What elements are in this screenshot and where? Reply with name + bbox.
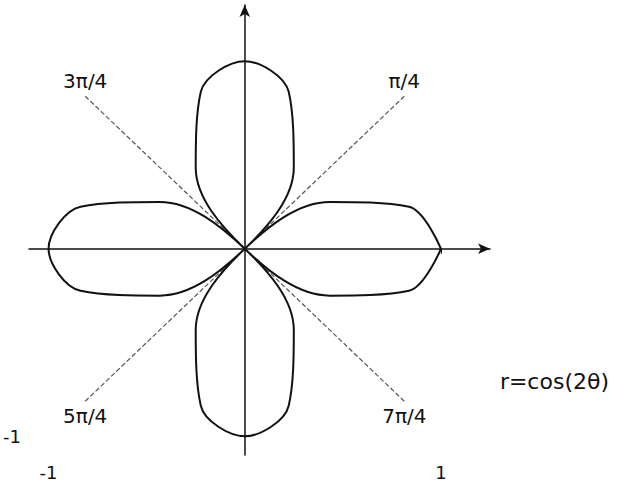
svg-text:π/4: π/4 bbox=[389, 69, 421, 93]
svg-text:3π/4: 3π/4 bbox=[63, 69, 107, 93]
svg-text:r=cos(2θ): r=cos(2θ) bbox=[500, 369, 609, 394]
svg-text:7π/4: 7π/4 bbox=[382, 404, 426, 428]
svg-text:-1: -1 bbox=[40, 462, 58, 483]
svg-text:-1: -1 bbox=[3, 426, 21, 447]
svg-text:5π/4: 5π/4 bbox=[63, 404, 107, 428]
svg-text:1: 1 bbox=[435, 462, 446, 483]
